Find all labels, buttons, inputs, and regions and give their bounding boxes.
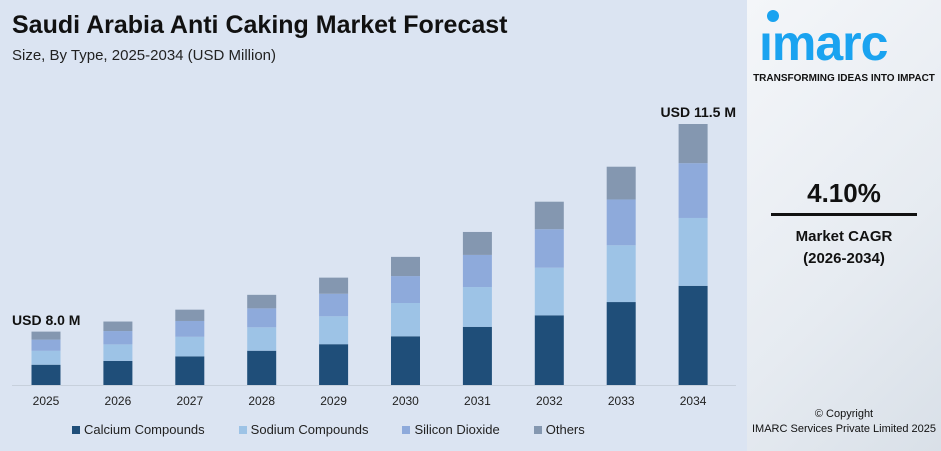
cagr-period: (2026-2034) bbox=[803, 250, 885, 267]
legend-label: Sodium Compounds bbox=[250, 422, 369, 437]
legend-item: Sodium Compounds bbox=[238, 422, 369, 437]
x-tick-label: 2033 bbox=[608, 394, 635, 408]
copyright: © Copyright IMARC Services Private Limite… bbox=[747, 407, 941, 437]
bar-sodium-compounds-2028 bbox=[247, 327, 277, 351]
cagr-value: 4.10% bbox=[807, 178, 881, 208]
bar-others-2026 bbox=[103, 321, 133, 332]
bar-calcium-compounds-2026 bbox=[103, 360, 133, 385]
bar-others-2025 bbox=[31, 331, 61, 340]
chart-subtitle: Size, By Type, 2025-2034 (USD Million) bbox=[12, 47, 277, 64]
bar-sodium-compounds-2034 bbox=[678, 217, 708, 286]
bar-others-2034 bbox=[678, 124, 708, 164]
bar-silicon-dioxide-2026 bbox=[103, 331, 133, 345]
bar-sodium-compounds-2026 bbox=[103, 344, 133, 361]
bar-sodium-compounds-2030 bbox=[391, 302, 420, 337]
legend-item: Silicon Dioxide bbox=[402, 422, 500, 437]
bar-silicon-dioxide-2027 bbox=[175, 320, 205, 337]
bar-silicon-dioxide-2025 bbox=[31, 339, 61, 351]
side-panel: ımarc TRANSFORMING IDEAS INTO IMPACT 4.1… bbox=[747, 0, 941, 451]
bar-others-2027 bbox=[175, 309, 205, 321]
bar-silicon-dioxide-2032 bbox=[534, 229, 564, 268]
bar-calcium-compounds-2033 bbox=[606, 302, 636, 385]
bar-sodium-compounds-2027 bbox=[175, 336, 205, 357]
x-tick-label: 2028 bbox=[248, 394, 275, 408]
bar-calcium-compounds-2031 bbox=[462, 326, 492, 385]
bar-others-2030 bbox=[391, 256, 420, 277]
legend-swatch bbox=[533, 425, 542, 434]
bar-sodium-compounds-2032 bbox=[534, 267, 564, 316]
bar-silicon-dioxide-2034 bbox=[678, 163, 708, 218]
bar-sodium-compounds-2029 bbox=[319, 316, 349, 345]
bar-calcium-compounds-2028 bbox=[247, 350, 277, 385]
bar-sodium-compounds-2025 bbox=[31, 350, 61, 365]
bar-calcium-compounds-2032 bbox=[534, 315, 564, 385]
x-tick-label: 2030 bbox=[392, 394, 419, 408]
copyright-line2: IMARC Services Private Limited 2025 bbox=[751, 423, 936, 435]
copyright-line1: © Copyright bbox=[814, 408, 874, 420]
annotation-last: USD 11.5 M bbox=[661, 104, 736, 120]
bar-others-2032 bbox=[534, 201, 564, 230]
legend-item: Calcium Compounds bbox=[72, 422, 205, 437]
bar-others-2028 bbox=[247, 294, 277, 309]
bar-calcium-compounds-2029 bbox=[319, 344, 349, 385]
bar-silicon-dioxide-2028 bbox=[247, 308, 277, 328]
bar-others-2029 bbox=[319, 277, 349, 294]
bar-calcium-compounds-2030 bbox=[391, 336, 420, 385]
bar-silicon-dioxide-2030 bbox=[391, 276, 420, 303]
x-tick-label: 2031 bbox=[464, 394, 491, 408]
imarc-logo: ımarc bbox=[759, 10, 889, 66]
legend-swatch bbox=[238, 425, 247, 434]
legend-label: Calcium Compounds bbox=[84, 422, 205, 437]
chart-title: Saudi Arabia Anti Caking Market Forecast bbox=[12, 11, 508, 39]
bar-silicon-dioxide-2031 bbox=[462, 254, 492, 288]
legend: Calcium Compounds Sodium Compounds Silicon… bbox=[72, 422, 619, 437]
x-tick-label: 2025 bbox=[33, 394, 60, 408]
x-tick-label: 2032 bbox=[536, 394, 563, 408]
svg-text:ımarc: ımarc bbox=[759, 15, 888, 66]
x-tick-label: 2034 bbox=[680, 394, 707, 408]
legend-swatch bbox=[402, 425, 411, 434]
bar-calcium-compounds-2027 bbox=[175, 356, 205, 385]
bar-others-2033 bbox=[606, 166, 636, 200]
legend-swatch bbox=[72, 425, 80, 434]
bar-silicon-dioxide-2033 bbox=[606, 199, 636, 246]
x-tick-label: 2026 bbox=[105, 394, 132, 408]
legend-item: Others bbox=[533, 422, 585, 437]
bar-sodium-compounds-2031 bbox=[462, 287, 492, 327]
cagr-label: Market CAGR (2026-2034) bbox=[747, 226, 941, 270]
annotation-first: USD 8.0 M bbox=[12, 312, 80, 328]
bar-others-2031 bbox=[462, 231, 492, 255]
bar-sodium-compounds-2033 bbox=[606, 245, 636, 303]
legend-label: Others bbox=[545, 422, 585, 437]
tagline: TRANSFORMING IDEAS INTO IMPACT bbox=[753, 73, 935, 84]
bar-calcium-compounds-2025 bbox=[31, 364, 61, 385]
x-tick-label: 2029 bbox=[320, 394, 347, 408]
x-tick-label: 2027 bbox=[176, 394, 203, 408]
bar-calcium-compounds-2034 bbox=[678, 285, 708, 385]
legend-label: Silicon Dioxide bbox=[414, 422, 500, 437]
bar-silicon-dioxide-2029 bbox=[319, 293, 349, 317]
cagr-label-text: Market CAGR bbox=[795, 228, 893, 245]
divider bbox=[771, 213, 917, 216]
bar-chart: 2025 2026 2027 2028 2029 2030 2031 2032 2033 2034… bbox=[12, 104, 736, 408]
